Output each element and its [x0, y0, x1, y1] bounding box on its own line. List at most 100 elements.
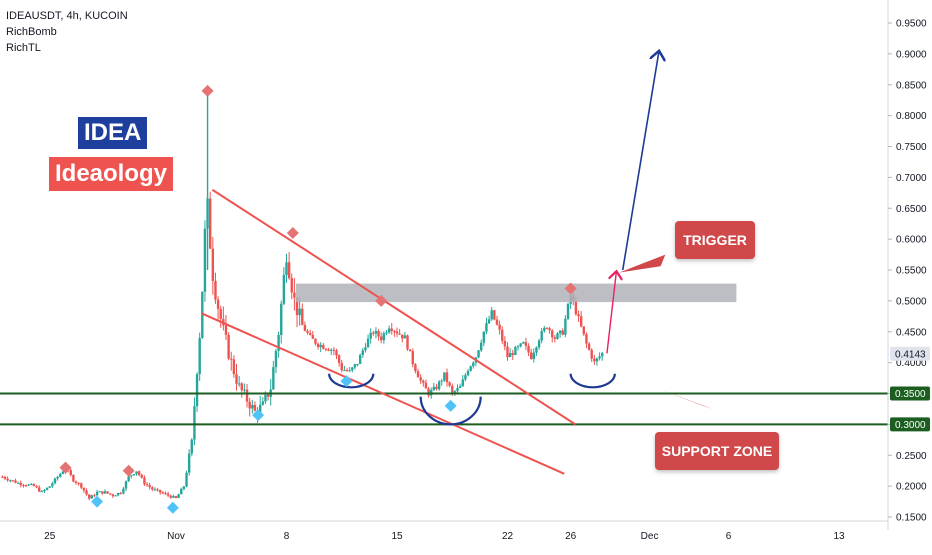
candle-body [558, 330, 562, 334]
candle-body [545, 327, 549, 329]
candle-body [211, 248, 215, 281]
candle-body [303, 325, 307, 332]
candle-body [93, 495, 96, 497]
price-tick-label: 0.2000 [896, 482, 927, 493]
candle-body [374, 331, 378, 334]
resistance-zone [295, 283, 737, 303]
sell-signal-marker [59, 461, 72, 474]
candle-body [587, 343, 591, 350]
candle-body [461, 379, 464, 387]
candle-body [556, 333, 559, 339]
candle-body [601, 352, 604, 357]
candle-body [219, 308, 222, 320]
candle-body [340, 362, 343, 371]
indicator-richtl[interactable]: RichTL [6, 42, 41, 54]
candle-body [1, 476, 4, 478]
candle-body [543, 327, 546, 332]
rounded-bottom-arc-1 [328, 373, 375, 389]
candle-body [448, 382, 451, 386]
trigger-callout-pointer [619, 254, 666, 273]
candle-body [437, 381, 441, 390]
candle-body [585, 334, 588, 344]
candle-body [198, 337, 201, 375]
candle-body [185, 472, 188, 487]
sell-signal-marker [201, 84, 214, 97]
candle-body [14, 480, 17, 483]
symbol-title[interactable]: IDEAUSDT, 4h, KUCOIN [6, 10, 128, 22]
candle-body [590, 349, 593, 359]
candle-body [59, 473, 62, 477]
candle-body [193, 406, 196, 440]
candle-body [495, 319, 499, 325]
candle-body [130, 475, 133, 477]
candle-body [477, 350, 480, 358]
candle-body [203, 228, 207, 292]
candle-body [540, 331, 543, 341]
candle-body [43, 489, 46, 492]
candle-body [393, 331, 396, 333]
sell-signal-marker [286, 226, 299, 239]
candle-body [337, 355, 341, 363]
candle-body [272, 367, 275, 390]
time-tick-label: Dec [641, 531, 659, 542]
candle-body [516, 346, 520, 348]
candle-body [51, 483, 54, 487]
candle-body [258, 404, 262, 415]
support-price-tag-2-bg [890, 417, 930, 432]
time-axis[interactable]: 25 Nov 8 15 22 26 Dec 6 13 [44, 531, 845, 542]
support-price-tag-1: 0.3500 [895, 389, 926, 400]
candle-body [295, 297, 299, 316]
candle-body [387, 328, 391, 333]
price-tick-label: 0.4000 [896, 358, 927, 369]
time-tick-label: Nov [167, 531, 185, 542]
candle-body [419, 377, 422, 381]
candle-body [32, 484, 36, 486]
candle-body [53, 478, 57, 484]
time-tick-label: 15 [391, 531, 403, 542]
candle-body [529, 352, 533, 360]
candle-body [145, 484, 149, 486]
time-tick-label: 26 [565, 531, 577, 542]
candle-body [287, 262, 291, 279]
candle-body [137, 471, 141, 476]
candle-body [235, 374, 238, 384]
candle-body [224, 325, 228, 335]
candle-body [24, 485, 28, 487]
time-tick-label: 13 [833, 531, 845, 542]
candle-body [3, 476, 7, 479]
brand-ticker-label: IDEA [78, 117, 148, 149]
candle-body [345, 370, 349, 372]
price-tick-label: 0.6000 [896, 235, 927, 246]
candle-body [356, 363, 359, 365]
candle-body [553, 337, 557, 339]
candle-body [490, 310, 493, 320]
price-tick-label: 0.7500 [896, 142, 927, 153]
candle-body [472, 362, 475, 367]
candle-body [111, 494, 115, 497]
time-tick-label: 22 [502, 531, 514, 542]
candle-body [72, 475, 75, 482]
indicator-richbomb[interactable]: RichBomb [6, 26, 57, 38]
signal-markers-layer [59, 84, 577, 514]
price-tick-label: 0.7000 [896, 173, 927, 184]
candle-body [127, 476, 130, 482]
support-zone-callout: SUPPORT ZONE [655, 432, 779, 470]
candle-body [593, 358, 596, 362]
candle-body [153, 489, 157, 491]
candle-body [166, 493, 170, 496]
candle-body [411, 351, 414, 365]
candle-body [122, 488, 125, 494]
candle-body [377, 331, 380, 337]
candle-body [227, 334, 230, 359]
candle-body [16, 482, 20, 484]
last-price-tag-bg [890, 346, 930, 361]
price-tick-label: 0.2500 [896, 451, 927, 462]
sell-signal-marker [122, 464, 135, 477]
time-tick-label: 6 [726, 531, 732, 542]
candle-body [456, 388, 459, 392]
candle-body [37, 487, 41, 492]
candle-body [414, 364, 417, 372]
